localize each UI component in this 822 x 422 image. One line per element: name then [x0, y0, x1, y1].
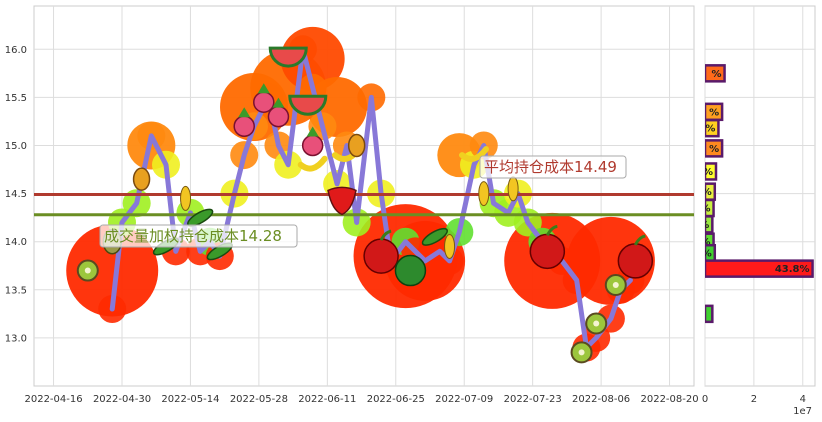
y-tick-label: 13.0: [5, 333, 27, 344]
x-tick-label: 2022-05-14: [161, 394, 219, 405]
side-bar: [705, 259, 814, 278]
corn-icon: [478, 181, 490, 207]
kiwi-core-icon: [612, 281, 619, 288]
side-bar-label: %: [702, 187, 712, 198]
x-tick-label: 2022-04-30: [93, 394, 151, 405]
annotation-label: 成交量加权持仓成本14.28: [104, 227, 282, 245]
kiwi-core-icon: [84, 267, 91, 274]
y-tick-label: 15.5: [5, 93, 27, 104]
x-tick-labels: 2022-04-16 2022-04-30 2022-05-14 2022-05-28…: [24, 394, 698, 405]
pineapple-icon: [132, 167, 151, 191]
y-tick-label: 15.0: [5, 141, 27, 152]
apple-stem-icon: [633, 234, 646, 246]
y-tick-labels: 13.0 13.5 14.0 14.5 15.0 15.5 16.0: [5, 45, 27, 345]
pineapple-icon: [347, 133, 366, 158]
x-tick-label: 2022-05-28: [230, 394, 288, 405]
side-bar-label: %: [703, 167, 713, 178]
side-x-tick-label: 0: [702, 394, 708, 405]
x-tick-label: 2022-07-23: [504, 394, 562, 405]
x-tick-label: 2022-06-11: [298, 394, 356, 405]
watermelon-slice-icon: [268, 46, 308, 68]
side-bar: [705, 64, 726, 83]
side-bar: [705, 139, 724, 158]
radish-leaf-icon: [238, 107, 251, 118]
annotation-box: [99, 224, 298, 248]
apple-icon: [617, 243, 654, 279]
side-bar-label: %: [701, 204, 711, 215]
side-bar-label: %: [705, 124, 715, 135]
side-bar: [705, 215, 714, 234]
side-bar-label: %: [712, 69, 722, 80]
banana-icon: [459, 146, 489, 162]
side-bar: [705, 304, 714, 324]
radish-icon: [301, 134, 324, 157]
side-bar-label: %: [702, 249, 712, 260]
banana-icon: [297, 155, 328, 172]
side-bar-label: 43.8%: [775, 264, 810, 275]
kiwi-core-icon: [593, 320, 600, 327]
fruit-icons: [76, 46, 654, 364]
apple-stem-icon: [379, 229, 392, 241]
apple-icon: [363, 238, 399, 274]
x-tick-label: 2022-08-06: [572, 394, 630, 405]
side-bars: %%%%%%%%%% 43.8%: [699, 64, 814, 324]
side-bar: [705, 162, 718, 181]
x-tick-label: 2022-06-25: [367, 394, 425, 405]
side-x-tick-label: 2: [751, 394, 757, 405]
radish-icon: [233, 115, 255, 138]
side-x-tick-labels: 0 2 4: [702, 394, 806, 405]
apple-stem-icon: [545, 224, 558, 237]
side-scale-label: 1e7: [793, 406, 812, 417]
radish-leaf-icon: [306, 126, 319, 137]
y-tick-label: 14.0: [5, 237, 27, 248]
annotation-box: [479, 155, 627, 179]
x-tick-label: 2022-04-16: [24, 394, 82, 405]
pea-pod-icon: [421, 227, 449, 246]
side-bar: [705, 118, 720, 138]
x-tick-label: 2022-07-09: [435, 394, 493, 405]
apple-icon: [529, 233, 566, 270]
decorative-blob: [66, 224, 159, 317]
corn-icon: [180, 185, 192, 211]
y-tick-label: 14.5: [5, 189, 27, 200]
side-x-tick-label: 4: [800, 394, 806, 405]
y-tick-label: 13.5: [5, 285, 27, 296]
kiwi-core-icon: [578, 349, 585, 356]
side-bar-label: %: [709, 107, 719, 118]
corn-icon: [444, 234, 456, 260]
side-bar-label: %: [709, 144, 719, 155]
cost-lines: [34, 193, 694, 217]
watermelon-icon: [394, 254, 427, 287]
corn-icon: [507, 176, 519, 202]
y-tick-label: 16.0: [5, 45, 27, 56]
strawberry-icon: [327, 186, 357, 216]
side-bar-label: %: [699, 220, 709, 231]
radish-icon: [267, 105, 290, 128]
side-bar-label: %: [701, 237, 711, 248]
side-plot-background: [704, 5, 816, 387]
watermelon-slice-icon: [288, 94, 328, 116]
x-tick-label: 2022-08-20: [640, 394, 698, 405]
radish-leaf-icon: [257, 83, 270, 94]
annotations: 平均持仓成本14.49 成交量加权持仓成本14.28: [99, 155, 627, 248]
radish-leaf-icon: [272, 97, 285, 108]
annotation-label: 平均持仓成本14.49: [484, 158, 617, 176]
side-plot: %%%%%%%%%% 43.8% 0 2 4 1e7: [699, 5, 816, 417]
